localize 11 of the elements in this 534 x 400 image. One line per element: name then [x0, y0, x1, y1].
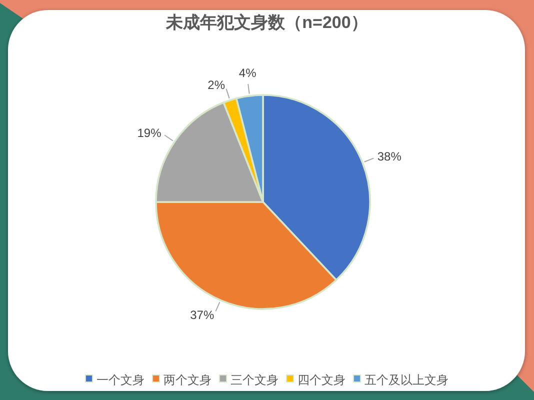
- legend-label: 一个文身: [96, 373, 144, 387]
- data-label: 19%: [137, 126, 162, 140]
- data-label: 37%: [190, 308, 214, 322]
- legend-label: 两个文身: [164, 373, 212, 387]
- legend-label: 五个及以上文身: [364, 373, 448, 387]
- data-label: 38%: [377, 150, 402, 164]
- legend-label: 四个文身: [298, 373, 346, 387]
- chart-title: 未成年犯文身数（n=200）: [165, 13, 368, 32]
- data-label: 4%: [238, 66, 257, 80]
- legend-label: 三个文身: [230, 373, 278, 387]
- data-label: 2%: [208, 78, 226, 92]
